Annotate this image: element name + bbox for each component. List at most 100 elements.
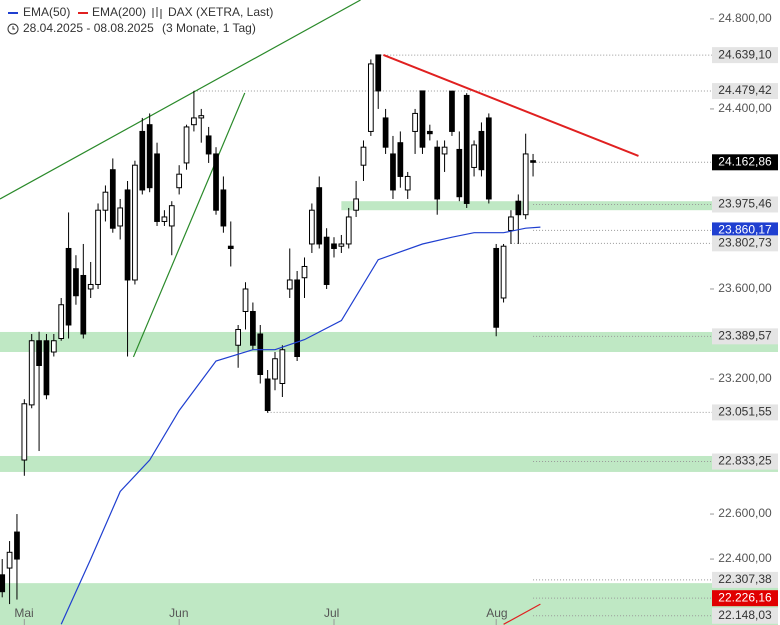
candle-body [227,245,234,249]
candle-body [390,153,396,191]
x-tick-label: Mai [14,606,33,620]
candle-body [205,135,212,155]
candle-body [242,288,249,312]
candle-body [456,148,463,198]
candle-body [102,191,109,211]
candle-body [515,200,522,216]
candle-body [279,349,286,385]
candle-body [154,153,160,222]
candle-body [6,551,13,569]
price-tag [712,453,778,470]
candle-body [95,209,101,285]
candle-body [235,328,242,346]
candle-body [338,243,345,247]
candle-body [28,340,35,406]
candle-body [426,130,433,135]
x-tick-label: Jul [324,606,339,620]
price-tag-label: 23.051,55 [718,405,772,419]
x-tick-label: Jun [169,606,188,620]
trendline [0,0,361,200]
candle-body [250,310,256,346]
legend-label: EMA(200) [92,5,146,19]
candle-body [353,198,359,211]
candle-body [441,146,448,155]
y-tick-label: 23.200,00 [718,371,772,385]
support-zone [0,583,778,625]
candle-body [493,247,500,328]
price-tag-label: 24.639,10 [718,47,772,61]
y-tick-label: 22.600,00 [718,506,772,520]
y-tick-label: 23.600,00 [718,281,772,295]
x-tick-label: Aug [486,606,507,620]
price-tag [712,328,778,345]
candle-body [301,265,308,279]
candle-body [478,130,485,171]
candle-body [412,112,418,132]
candle-body [21,403,28,461]
candle-body [286,279,293,290]
candle-body [257,333,264,376]
price-tag [712,590,778,607]
candle-body [0,574,6,593]
support-zone [0,455,778,472]
candle-icon [152,7,162,19]
candle-body [124,189,131,281]
candle-body [404,175,411,191]
candle-body [65,247,72,326]
candle-body [522,153,529,216]
candle-body [80,274,87,335]
price-tag [712,83,778,100]
candle-body [272,358,278,380]
price-tag-label: 23.389,57 [718,329,772,343]
candle-body [530,160,536,163]
price-tag [712,222,778,239]
price-tag [712,404,778,421]
candle-body [382,117,389,148]
price-tag [712,154,778,171]
clock-hand [12,26,15,30]
candle-body [367,63,374,132]
price-tag-label: 23.860,17 [718,223,772,237]
candle-body [87,283,94,290]
candle-body [449,90,455,132]
candle-body [198,115,205,119]
price-tag [712,571,778,588]
candle-body [161,216,168,222]
trendline [383,53,639,157]
candle-body [463,94,470,204]
price-tag-label: 24.479,42 [718,83,772,97]
candle-body [58,304,65,339]
price-tag-label: 22.833,25 [718,454,772,468]
price-tag [712,607,778,624]
candle-body [146,124,153,189]
candle-body [36,340,42,367]
candle-body [500,245,507,299]
candle-body [331,243,337,249]
candle-body [117,207,124,227]
ema-line [60,226,541,625]
date-range: 28.04.2025 - 08.08.2025 [23,21,154,35]
candle-body [139,130,146,191]
clock-icon [7,23,19,35]
trendline [132,92,246,358]
candle-body [183,126,190,164]
candle-body [485,117,492,200]
candle-body [419,90,426,148]
candle-body [176,173,183,189]
legend: EMA(50) EMA(200) DAX (XETRA, Last) 28.04… [7,5,273,35]
legend-label: EMA(50) [23,5,70,19]
candle-body [434,146,441,200]
candle-body [345,216,352,245]
candle-body [360,146,367,166]
candle-body [213,153,219,211]
y-tick-label: 24.400,00 [718,101,772,115]
price-tag-label: 24.162,86 [718,154,772,168]
candle-body [309,209,315,245]
period: (3 Monate, 1 Tag) [162,21,256,35]
candle-body [375,54,382,92]
candle-body [508,216,514,231]
price-tag-label: 22.148,03 [718,608,772,622]
price-tag-label: 22.307,38 [718,572,772,586]
